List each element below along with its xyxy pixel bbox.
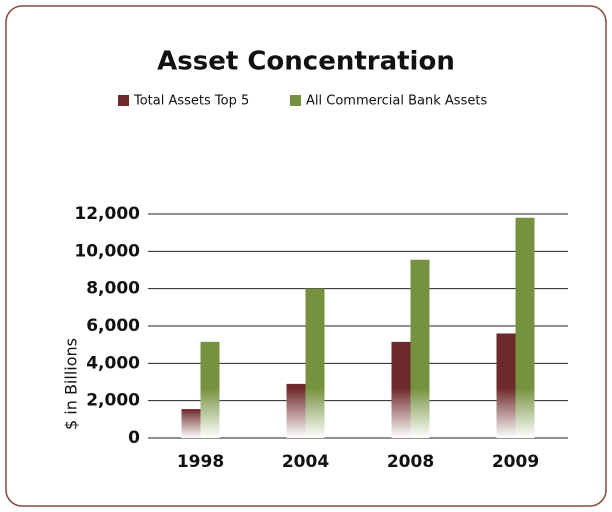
bar: [410, 259, 430, 438]
bar: [200, 341, 220, 438]
bar: [181, 409, 201, 438]
y-tick-label: 0: [128, 428, 140, 448]
y-tick-label: 6,000: [86, 316, 140, 336]
legend-label: Total Assets Top 5: [133, 94, 249, 109]
y-tick-label: 8,000: [86, 279, 140, 299]
bar: [496, 333, 516, 438]
y-tick-label: 2,000: [86, 391, 140, 411]
y-axis-label: $ in Billions: [62, 338, 81, 430]
y-tick-label: 12,000: [74, 204, 140, 224]
x-tick-label: 2004: [282, 452, 329, 472]
frame: [5, 5, 607, 507]
legend-swatch: [290, 95, 301, 106]
x-tick-label: 2008: [387, 452, 434, 472]
y-tick-label: 10,000: [74, 241, 140, 261]
y-tick-label: 4,000: [86, 353, 140, 373]
x-tick-label: 1998: [177, 452, 224, 472]
x-tick-label: 2009: [492, 452, 539, 472]
bar: [391, 341, 411, 438]
legend-label: All Commercial Bank Assets: [306, 94, 487, 109]
bar: [286, 383, 306, 438]
bar: [305, 288, 325, 438]
chart-title: Asset Concentration: [157, 47, 455, 77]
bar: [515, 217, 535, 438]
legend-swatch: [118, 95, 129, 106]
